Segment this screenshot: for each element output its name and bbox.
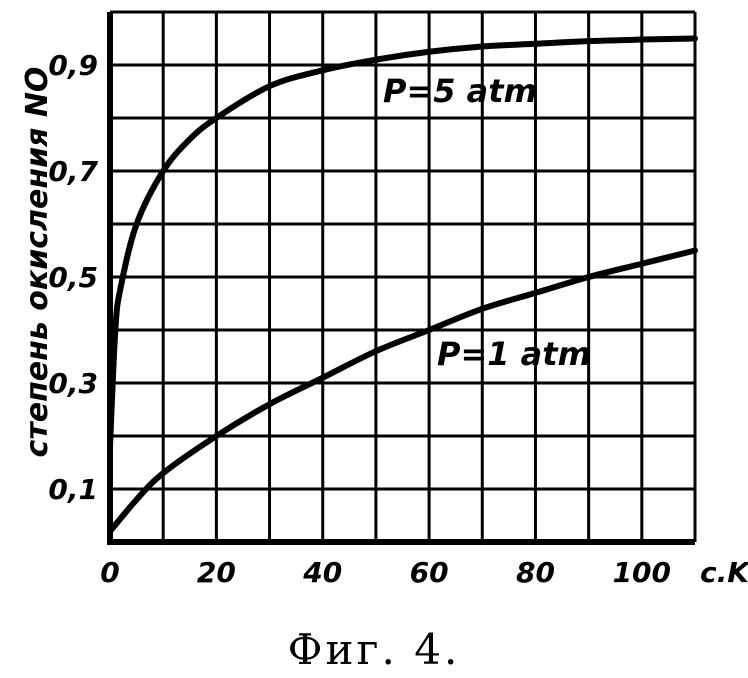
y-tick-labels: 0,1 0,3 0,5 0,7 0,9	[48, 49, 98, 506]
x-tick-label: 100	[613, 556, 671, 589]
x-tick-label: 0	[100, 556, 119, 589]
series-label-5atm: P=5 atm	[383, 72, 537, 110]
series-line-0	[107, 35, 698, 450]
x-tick-label: 40	[302, 556, 342, 589]
chart: 0,1 0,3 0,5 0,7 0,9 0 20 40 60 80 100 степень оки…	[20, 10, 748, 589]
x-tick-label: 60	[410, 556, 449, 589]
x-tick-labels: 0 20 40 60 80 100	[100, 556, 671, 589]
series-lines	[107, 35, 698, 535]
series-line-1	[107, 247, 698, 535]
figure-caption: Фиг. 4.	[287, 625, 461, 674]
y-tick-label: 0,1	[48, 473, 98, 506]
y-tick-label: 0,9	[48, 49, 98, 82]
x-axis-unit: c.K	[700, 556, 748, 589]
axes	[107, 12, 695, 545]
x-tick-label: 20	[197, 556, 236, 589]
y-axis-label: степень окисления NO	[20, 67, 55, 458]
series-label-1atm: P=1 atm	[437, 335, 591, 373]
y-tick-label: 0,7	[48, 155, 98, 188]
y-tick-label: 0,3	[48, 367, 98, 400]
y-tick-label: 0,5	[48, 261, 98, 294]
x-tick-label: 80	[516, 556, 555, 589]
